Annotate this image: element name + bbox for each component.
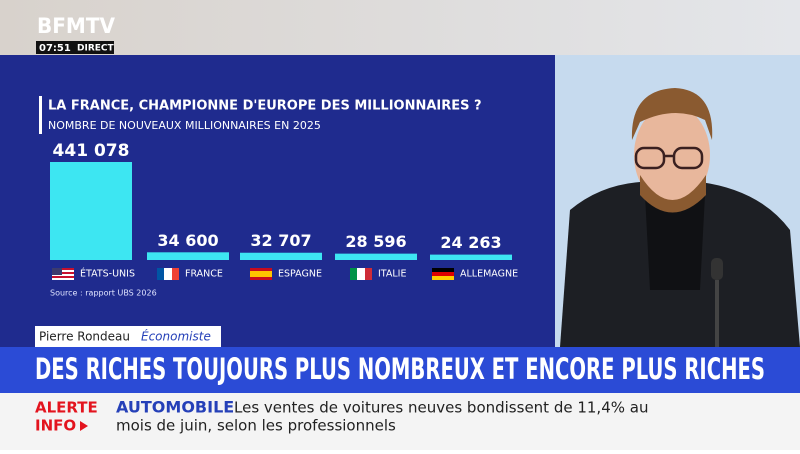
value-label: 28 596 [345,232,406,251]
guest-hair [631,88,713,140]
top-bar [0,0,800,55]
flag-de [432,268,454,280]
guest-shirt [645,195,705,290]
chart-title: LA FRANCE, CHAMPIONNE D'EUROPE DES MILLI… [48,99,482,114]
title-rule [39,96,42,134]
chart-source: Source : rapport UBS 2026 [50,289,157,298]
ticker-topic: AUTOMOBILE [116,398,234,417]
headline: DES RICHES TOUJOURS PLUS NOMBREUX ET ENC… [35,352,765,386]
chart-subtitle: NOMBRE DE NOUVEAUX MILLIONNAIRES EN 2025 [48,119,321,132]
bar [50,162,132,260]
category-label: ALLEMAGNE [460,269,518,280]
headline-banner [0,347,800,393]
clock: 07:51 [39,43,71,54]
ticker [0,393,800,450]
microphone [711,258,723,280]
flag-it [350,268,372,280]
flags [52,268,454,280]
clock-box [36,41,114,54]
alert-arrow [80,421,88,431]
ticker-text: mois de juin, selon les professionnels [116,417,396,435]
category-label: ESPAGNE [278,269,322,280]
flag-es [250,268,272,280]
value-label: 441 078 [53,141,130,161]
guest-beard [640,175,706,213]
flag-us [52,268,74,280]
live-label: DIRECT [77,44,115,54]
alert-label: INFO [35,417,76,435]
bar [147,252,229,260]
guest-glasses [634,146,704,170]
guest-label [35,326,221,347]
microphone-stand [715,280,719,347]
flag-fr [157,268,179,280]
channel-logo: BFMTV [37,14,116,38]
value-label: 34 600 [157,231,218,250]
alert-label: ALERTE [35,399,98,417]
ticker-text: Les ventes de voitures neuves bondissent… [234,399,648,417]
category-label: ÉTATS-UNIS [80,268,135,280]
bar [430,254,512,260]
category-label: FRANCE [185,269,223,280]
bar [240,252,322,260]
guest-role: Économiste [141,329,211,344]
value-label: 32 707 [250,231,311,250]
bar [335,253,417,260]
value-label: 24 263 [440,233,501,252]
category-label: ITALIE [378,269,406,280]
guest-name: Pierre Rondeau [39,330,130,344]
